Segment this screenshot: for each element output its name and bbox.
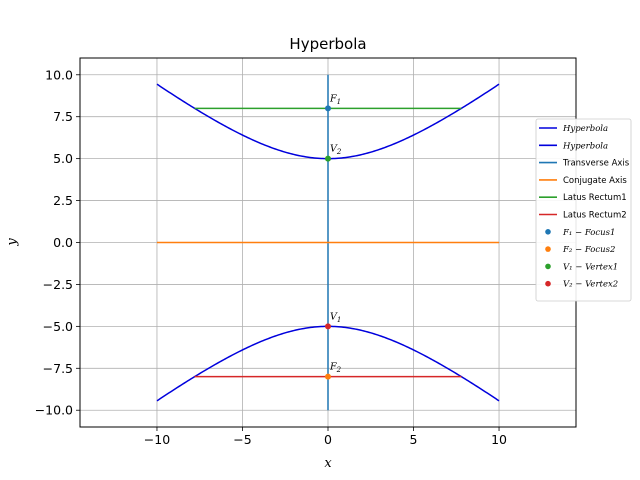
y-tick-label: −7.5 [43, 361, 73, 376]
y-tick-label: 0.0 [53, 235, 73, 250]
x-tick-label: 10 [491, 432, 507, 447]
legend-label: V₁ − Vertex1 [563, 262, 618, 272]
y-tick-label: 2.5 [53, 193, 73, 208]
legend-label: Conjugate Axis [563, 176, 627, 186]
point-label: F1 [329, 93, 341, 106]
point-marker [325, 373, 331, 380]
plot-points [325, 105, 331, 380]
x-tick-label: 5 [410, 432, 418, 447]
y-tick-label: 5.0 [53, 151, 73, 166]
x-axis-label: x [324, 456, 332, 471]
legend-swatch-dot [545, 229, 551, 235]
point-label: V2 [330, 144, 342, 157]
legend-box [535, 118, 632, 302]
point-label-base: F [329, 362, 337, 373]
point-label-subscript: 2 [336, 148, 342, 156]
y-tick-label: −2.5 [43, 277, 73, 292]
x-tick-label: 0 [324, 432, 332, 447]
point-label-base: F [329, 93, 337, 104]
point-label-base: V [330, 311, 338, 322]
legend-swatch-dot [545, 263, 551, 270]
point-label-subscript: 1 [337, 98, 341, 106]
point-label-base: V [330, 144, 338, 155]
y-tick-label: −10.0 [35, 403, 73, 418]
legend-label: Hyperbola [562, 124, 608, 134]
legend-label: Transverse Axis [562, 159, 630, 169]
legend-label: Latus Rectum1 [563, 193, 627, 203]
y-tick-label: 7.5 [53, 109, 73, 124]
point-label: F2 [329, 362, 342, 375]
point-marker [325, 155, 331, 162]
legend-label: V₂ − Vertex2 [563, 280, 618, 290]
y-tick-label: 10.0 [45, 67, 73, 82]
point-label-subscript: 2 [336, 366, 342, 374]
point-label-subscript: 1 [337, 316, 341, 324]
chart-title: Hyperbola [289, 35, 366, 53]
x-tick-label: −5 [233, 432, 251, 447]
axis-ticks: −10 −5 0 5 10 −10.0 −7.5 −5.0 −2.5 0.0 2.5 5.0 7.5 10… [35, 67, 507, 447]
legend-swatch-dot [545, 280, 551, 287]
point-marker [325, 105, 331, 112]
point-label: V1 [330, 311, 341, 324]
legend-label: Hyperbola [562, 141, 608, 151]
x-tick-label: −10 [144, 432, 170, 447]
point-marker [325, 323, 331, 330]
legend: Hyperbola Hyperbola Transverse Axis Conjuga… [535, 118, 632, 302]
y-tick-label: −5.0 [43, 319, 73, 334]
legend-label: F₁ − Focus1 [562, 228, 615, 238]
legend-label: Latus Rectum2 [563, 211, 627, 221]
y-axis-label: y [5, 238, 20, 247]
legend-label: F₂ − Focus2 [562, 245, 615, 255]
legend-swatch-dot [545, 246, 551, 252]
